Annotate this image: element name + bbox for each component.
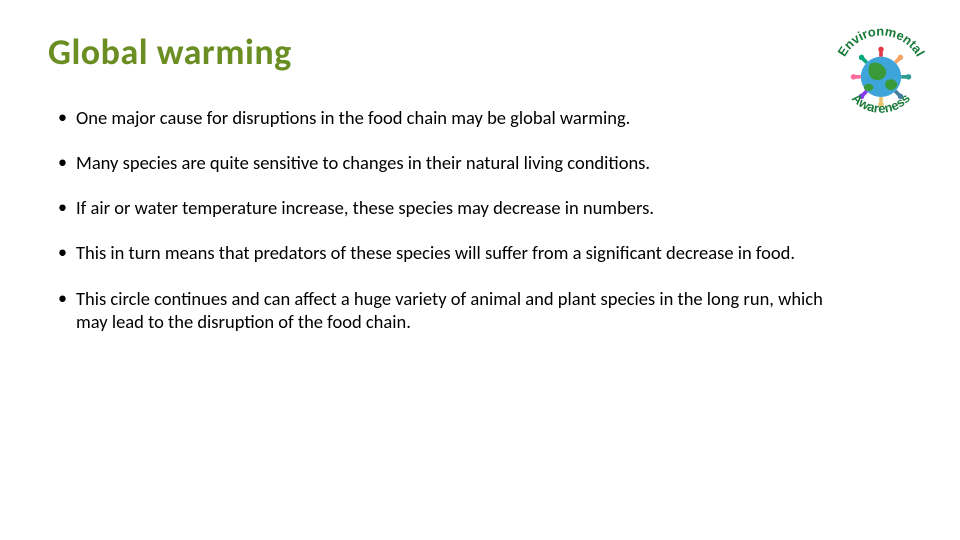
list-item: This circle continues and can affect a h…	[48, 287, 828, 333]
list-item: One major cause for disruptions in the f…	[48, 106, 828, 129]
list-item: Many species are quite sensitive to chan…	[48, 151, 828, 174]
list-item: This in turn means that predators of the…	[48, 241, 828, 264]
environmental-awareness-logo: Environmental Awareness	[826, 20, 936, 130]
logo-svg: Environmental Awareness	[826, 20, 936, 130]
slide-title: Global warming	[48, 30, 912, 74]
slide-container: Global warming One major cause for disru…	[0, 0, 960, 540]
bullet-list: One major cause for disruptions in the f…	[48, 106, 828, 333]
list-item: If air or water temperature increase, th…	[48, 196, 828, 219]
